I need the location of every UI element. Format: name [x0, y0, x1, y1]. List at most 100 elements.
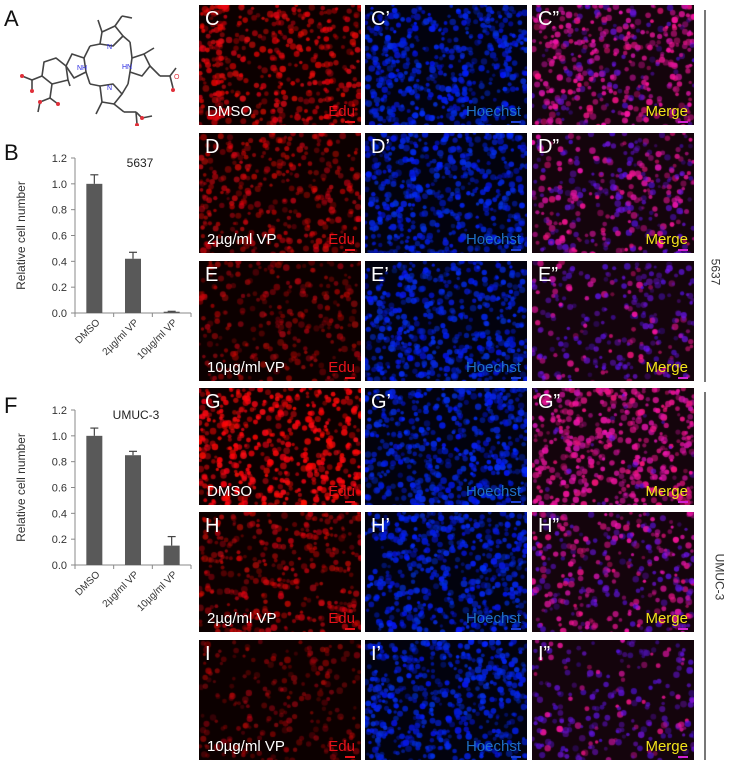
y-tick-label: 0.8	[52, 205, 67, 217]
panel-label: H’	[371, 515, 390, 537]
panel-label: E”	[538, 264, 558, 286]
x-category-label: DMSO	[73, 317, 102, 346]
fluorescence-field	[199, 512, 361, 632]
scale-bar	[345, 628, 355, 630]
porphyrin-structure-icon: N NH HN N OH	[20, 15, 185, 127]
channel-label: Merge	[645, 483, 688, 500]
panel-label: G’	[371, 391, 391, 413]
panel-label: G	[205, 391, 221, 413]
chart-title: UMUC-3	[113, 408, 160, 422]
fluorescence-field	[199, 261, 361, 381]
channel-label: Edu	[328, 103, 355, 120]
y-tick-label: 0.6	[52, 231, 67, 243]
group-divider-5637	[704, 10, 706, 382]
channel-label: Hoechst	[465, 231, 521, 248]
scale-bar	[511, 377, 521, 379]
micrograph-c-prime: C’ Hoechst	[365, 5, 527, 125]
scale-bar	[345, 121, 355, 123]
panel-label: D”	[538, 136, 560, 158]
bar	[163, 311, 180, 313]
fluorescence-field	[532, 640, 694, 760]
panel-label: C’	[371, 8, 390, 30]
bar-chart-5637: 0.0 0.2 0.4 0.6 0.8 1.0 1.2 DMSO 2µg/ml VP 10µg/m…	[0, 140, 195, 380]
condition-label: 2µg/ml VP	[207, 231, 277, 248]
micrograph-d-prime: D’ Hoechst	[365, 133, 527, 253]
scale-bar	[511, 249, 521, 251]
fluorescence-field	[199, 640, 361, 760]
fluorescence-field	[365, 640, 527, 760]
micrograph-i-double-prime: I” Merge	[532, 640, 694, 760]
panel-label: C”	[538, 8, 560, 30]
condition-label: 10µg/ml VP	[207, 359, 285, 376]
bar	[86, 183, 103, 313]
scale-bar	[511, 628, 521, 630]
y-tick-label: 0.8	[52, 457, 67, 469]
panel-label: H”	[538, 515, 560, 537]
micrograph-e-prime: E’ Hoechst	[365, 261, 527, 381]
fluorescence-field	[532, 512, 694, 632]
condition-label: 2µg/ml VP	[207, 610, 277, 627]
atom-nh-left: NH	[77, 65, 87, 72]
micrograph-e: E 10µg/ml VP Edu	[199, 261, 361, 381]
scale-bar	[678, 501, 688, 503]
channel-label: Merge	[645, 738, 688, 755]
x-category-label: 10µg/ml VP	[135, 317, 180, 362]
micrograph-i-prime: I’ Hoechst	[365, 640, 527, 760]
y-axis-label: Relative cell number	[14, 433, 28, 542]
channel-label: Merge	[645, 610, 688, 627]
scale-bar	[678, 121, 688, 123]
panel-label: D	[205, 136, 220, 158]
fluorescence-field	[199, 5, 361, 125]
y-tick-label: 0.4	[52, 256, 67, 268]
y-tick-label: 0.2	[52, 282, 67, 294]
bar	[125, 258, 141, 313]
fluorescence-field	[199, 388, 361, 505]
y-tick-label: 0.0	[52, 560, 67, 572]
atom-nh-right: HN	[122, 64, 132, 71]
micrograph-h-prime: H’ Hoechst	[365, 512, 527, 632]
scale-bar	[678, 628, 688, 630]
micrograph-d: D 2µg/ml VP Edu	[199, 133, 361, 253]
channel-label: Merge	[645, 103, 688, 120]
micrograph-g-double-prime: G” Merge	[532, 388, 694, 505]
micrograph-g-prime: G’ Hoechst	[365, 388, 527, 505]
scale-bar	[345, 501, 355, 503]
y-tick-label: 0.4	[52, 508, 67, 520]
x-category-label: 2µg/ml VP	[101, 569, 142, 610]
group-divider-umuc3	[704, 392, 706, 760]
panel-label: E’	[371, 264, 389, 286]
scale-bar	[345, 377, 355, 379]
y-tick-label: 1.2	[52, 405, 67, 417]
scale-bar	[511, 501, 521, 503]
channel-label: Edu	[328, 231, 355, 248]
chart-title: 5637	[127, 156, 154, 170]
scale-bar	[345, 756, 355, 758]
channel-label: Merge	[645, 231, 688, 248]
bar	[163, 545, 180, 565]
fluorescence-field	[199, 133, 361, 253]
y-tick-label: 0.0	[52, 308, 67, 320]
scale-bar	[345, 249, 355, 251]
condition-label: DMSO	[207, 483, 252, 500]
y-tick-label: 0.2	[52, 534, 67, 546]
scale-bar	[678, 377, 688, 379]
micrograph-c: C DMSO Edu	[199, 5, 361, 125]
scale-bar	[678, 756, 688, 758]
panel-label-a: A	[4, 6, 19, 31]
panel-label: I’	[371, 643, 381, 665]
channel-label: Hoechst	[465, 359, 521, 376]
channel-label: Hoechst	[465, 103, 521, 120]
condition-label: 10µg/ml VP	[207, 738, 285, 755]
fluorescence-field	[365, 5, 527, 125]
group-label-umuc3: UMUC-3	[712, 553, 727, 601]
panel-label: I”	[538, 643, 551, 665]
x-category-label: 10µg/ml VP	[135, 569, 180, 614]
panel-label: E	[205, 264, 219, 286]
fluorescence-field	[365, 512, 527, 632]
y-tick-label: 1.0	[52, 179, 67, 191]
panel-label: G”	[538, 391, 561, 413]
y-tick-label: 1.0	[52, 431, 67, 443]
micrograph-e-double-prime: E” Merge	[532, 261, 694, 381]
